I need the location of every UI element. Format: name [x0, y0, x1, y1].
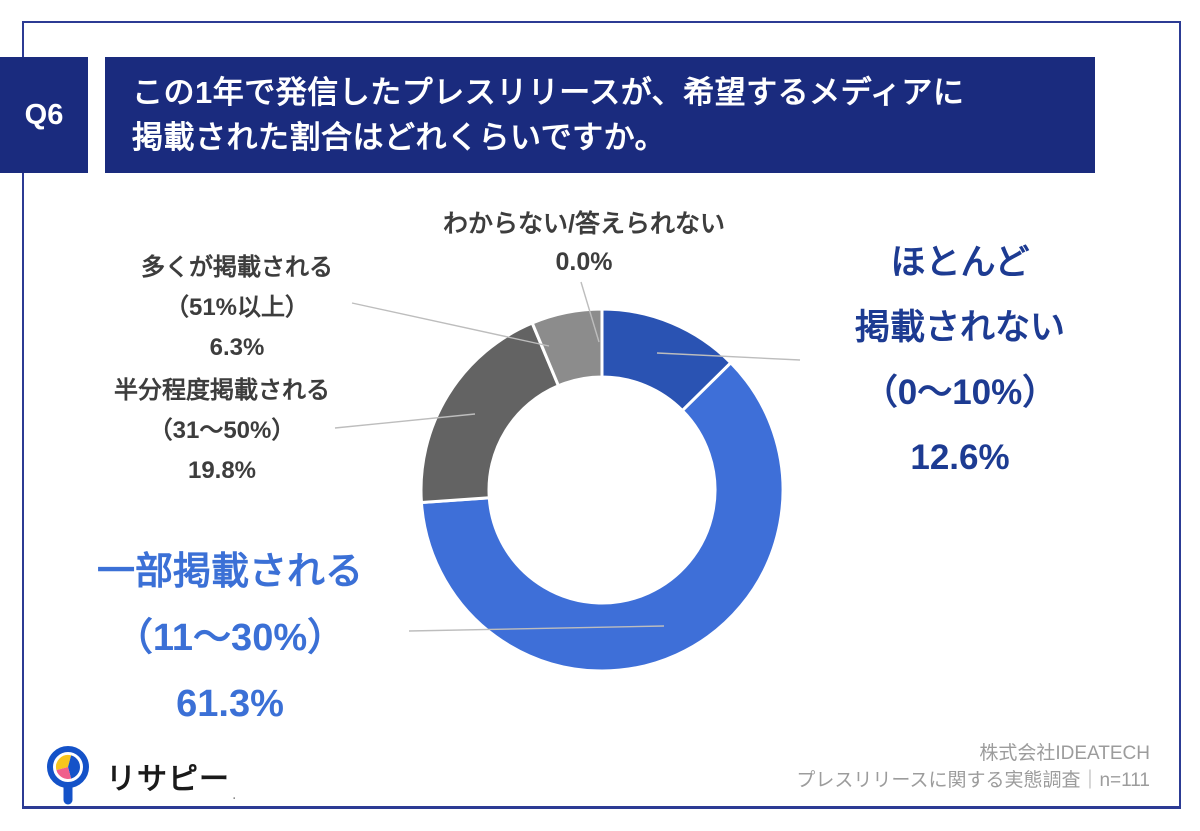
callout-hanbun-range: （31〜50%） [148, 417, 296, 444]
credit-company: 株式会社IDEATECH [979, 743, 1150, 764]
callout-hanbun-pct: 19.8% [187, 457, 257, 484]
border-frame [22, 21, 1181, 809]
callout-ooku-range: （51%以上） [164, 294, 310, 321]
label-leader-line [580, 281, 600, 343]
callout-ichibu: 一部掲載される （11〜30%） 61.3% [97, 539, 363, 737]
callout-ooku: 多くが掲載される （51%以上） 6.3% [141, 248, 333, 368]
callout-ooku-pct: 6.3% [209, 334, 265, 361]
callout-hotondo-range: （0〜10%） [862, 373, 1058, 412]
label-leader-line [351, 302, 550, 347]
callout-ichibu-label: 一部掲載される [96, 551, 364, 593]
callout-hotondo-pct: 12.6% [910, 438, 1010, 477]
donut-segment [419, 360, 785, 673]
risapy-logo-trademark-dot: . [232, 786, 237, 803]
question-badge: Q6 [0, 57, 88, 173]
label-leader-line [408, 625, 665, 632]
donut-segment [419, 321, 561, 505]
credit-survey: プレスリリースに関する実態調査｜n=111 [796, 770, 1150, 791]
risapy-pie-magnifier-icon [47, 746, 89, 805]
risapy-logo-text: リサピー [106, 763, 230, 796]
risapy-logo: リサピー . [44, 744, 236, 808]
callout-unknown-label: わからない/答えられない [443, 210, 725, 238]
question-title-bar: この1年で発信したプレスリリースが、希望するメディアに 掲載された割合はどれくら… [105, 57, 1095, 173]
question-title-line1: この1年で発信したプレスリリースが、希望するメディアに [132, 75, 965, 110]
callout-ichibu-range: （11〜30%） [114, 617, 346, 659]
label-leader-line [334, 413, 476, 429]
callout-hotondo-line1: ほとんど [890, 243, 1030, 282]
callout-hotondo-line2: 掲載されない [854, 308, 1066, 347]
donut-segment [530, 307, 604, 388]
label-leader-line [656, 352, 801, 361]
question-title-line2: 掲載された割合はどれくらいですか。 [132, 120, 666, 155]
callout-unknown: わからない/答えられない 0.0% [443, 205, 725, 281]
callout-hanbun-label: 半分程度掲載される [114, 377, 330, 404]
callout-hanbun: 半分程度掲載される （31〜50%） 19.8% [114, 371, 330, 491]
callout-ichibu-pct: 61.3% [176, 683, 284, 725]
callout-hotondo: ほとんど 掲載されない （0〜10%） 12.6% [855, 230, 1065, 490]
survey-credit: 株式会社IDEATECH プレスリリースに関する実態調査｜n=111 [796, 740, 1150, 794]
callout-unknown-pct: 0.0% [555, 248, 613, 276]
callout-ooku-label: 多くが掲載される [141, 254, 333, 281]
